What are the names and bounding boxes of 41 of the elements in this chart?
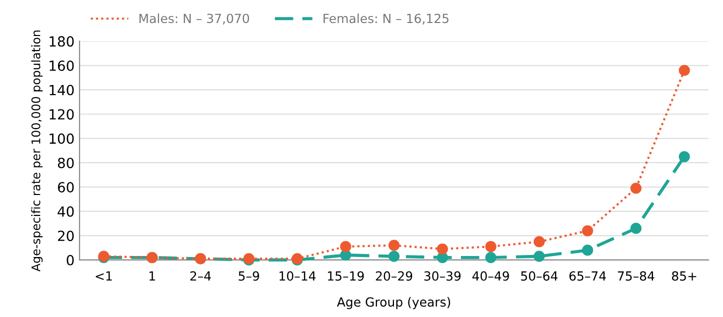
x-tick-label: 15–19 (328, 271, 364, 281)
point (678, 64, 690, 76)
point (582, 225, 594, 236)
point (534, 236, 545, 248)
point (485, 241, 496, 252)
point (582, 244, 594, 256)
point (678, 151, 690, 162)
point (340, 241, 352, 252)
x-tick-label: 40–49 (472, 271, 509, 281)
x-tick-label: 65–74 (569, 271, 606, 281)
y-tick-label: 20 (58, 230, 74, 242)
y-tick-label: 180 (50, 36, 74, 47)
x-tick-label: 75–84 (618, 271, 654, 281)
x-tick-label: <1 (96, 271, 112, 281)
point (388, 250, 400, 262)
x-tick-label: 20–29 (376, 271, 412, 281)
x-tick-label: 10–14 (280, 271, 316, 281)
x-axis-title: Age Group (years) (336, 297, 450, 310)
y-axis-title: Age-specific rate per 100,000 population (31, 30, 43, 272)
point (534, 250, 545, 262)
point (436, 243, 448, 255)
y-tick-label: 60 (58, 182, 74, 193)
x-tick-label: 1 (150, 271, 155, 281)
point (388, 240, 400, 251)
legend-label: Males: N – 37,070 (140, 13, 250, 24)
y-tick-label: 40 (58, 206, 74, 217)
x-tick-label: 30–39 (424, 271, 461, 281)
point (630, 182, 642, 194)
x-tick-label: 2–4 (190, 271, 211, 281)
point (485, 252, 496, 264)
y-tick-label: 0 (66, 254, 74, 266)
legend-label: Females: N – 16,125 (324, 13, 448, 24)
y-tick-label: 100 (50, 133, 74, 144)
point (630, 222, 642, 234)
y-tick-label: 160 (50, 60, 74, 71)
y-tick-label: 80 (58, 158, 74, 168)
y-tick-label: 140 (50, 84, 74, 96)
y-tick-label: 120 (50, 109, 74, 120)
x-tick-label: 85+ (672, 271, 696, 281)
x-tick-label: 5–9 (238, 271, 260, 281)
x-tick-label: 50–64 (521, 271, 558, 281)
